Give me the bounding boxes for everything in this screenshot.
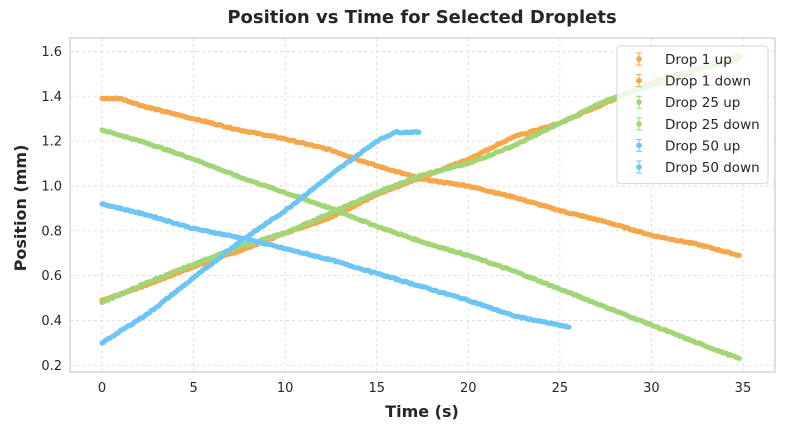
x-tick-label: 0 [98, 381, 106, 396]
trail-point [414, 129, 420, 136]
legend-label: Drop 1 down [665, 74, 751, 90]
y-tick-label: 1.6 [41, 45, 62, 60]
series-drop-1-down [99, 95, 742, 259]
y-axis-label: Position (mm) [11, 145, 30, 272]
legend-item: Drop 25 down [636, 117, 760, 133]
y-tick-label: 0.6 [41, 269, 62, 284]
legend-label: Drop 25 up [665, 95, 740, 111]
x-tick-label: 15 [368, 381, 385, 396]
y-tick-label: 1.0 [41, 179, 62, 194]
x-axis-label: Time (s) [385, 402, 459, 421]
series-drop-50-up [99, 128, 422, 346]
x-tick-label: 10 [277, 381, 294, 396]
y-tick-label: 1.4 [41, 90, 62, 105]
chart-title: Position vs Time for Selected Droplets [227, 7, 616, 28]
series-drop-50-down [99, 201, 572, 330]
legend: Drop 1 up Drop 1 down Drop 25 up Drop 25 do… [616, 45, 769, 185]
legend-item: Drop 25 up [636, 95, 740, 111]
x-tick-label: 5 [189, 381, 197, 396]
legend-label: Drop 50 up [665, 138, 740, 154]
trail-point [280, 209, 287, 215]
legend-item: Drop 1 down [636, 74, 751, 90]
y-tick-label: 0.2 [41, 359, 62, 374]
legend-label: Drop 25 down [665, 117, 760, 133]
y-tick-label: 0.8 [41, 224, 62, 239]
trail-point [564, 324, 570, 330]
legend-box [616, 45, 769, 185]
y-tick-label: 1.2 [41, 135, 62, 150]
series-layer [99, 53, 742, 362]
x-tick-label: 30 [643, 381, 660, 396]
legend-item: Drop 50 down [636, 160, 760, 176]
legend-marker [636, 142, 642, 149]
trail-point [735, 252, 741, 259]
trail-point [735, 354, 741, 361]
x-tick-label: 35 [735, 381, 752, 396]
ticks-layer: 0 5 10 15 20 25 30 35 0.2 0.4 0.6 0.8 1.0 1.2 1.4 1.6 [41, 45, 751, 396]
legend-marker [636, 99, 642, 105]
legend-marker [636, 77, 642, 84]
legend-item: Drop 1 up [636, 52, 732, 68]
x-tick-label: 20 [460, 381, 477, 396]
legend-label: Drop 1 up [665, 52, 732, 68]
legend-marker [636, 121, 642, 127]
y-tick-label: 0.4 [41, 314, 62, 329]
x-tick-label: 25 [552, 381, 569, 396]
legend-marker [636, 164, 642, 170]
plot-frame [69, 37, 776, 373]
legend-label: Drop 50 down [665, 160, 760, 176]
legend-item: Drop 50 up [636, 138, 740, 154]
legend-marker [636, 56, 642, 62]
